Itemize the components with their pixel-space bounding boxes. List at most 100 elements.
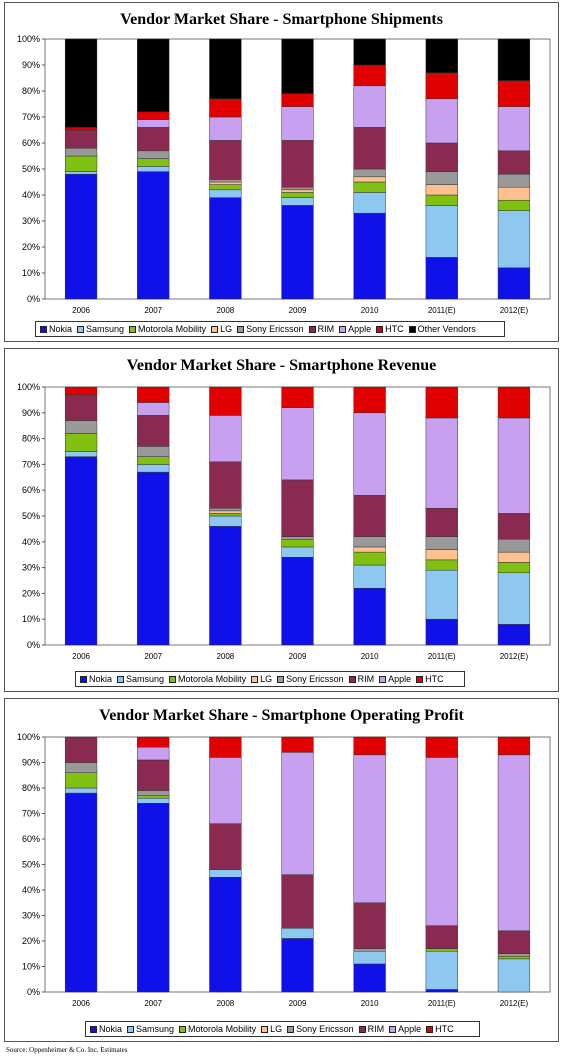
legend-item-htc: HTC — [416, 674, 444, 684]
bar-segment-other-vendors-2012-e — [497, 38, 531, 81]
bar-segment-rim-2007 — [137, 127, 170, 152]
y-tick-label: 90% — [22, 60, 40, 70]
bar-segment-htc-2010 — [353, 736, 386, 756]
bar-segment-motorola-mobility-2012-e — [497, 199, 531, 211]
bar-segment-rim-2010 — [353, 902, 386, 949]
bar-segment-htc-2011-e — [425, 736, 458, 758]
bar-segment-rim-2010 — [353, 495, 386, 537]
bar-segment-apple-2007 — [137, 119, 170, 128]
legend-swatch — [358, 1025, 366, 1033]
y-tick-label: 10% — [22, 962, 40, 972]
legend-swatch — [127, 1025, 135, 1033]
legend-label: RIM — [317, 324, 335, 334]
bar-segment-motorola-mobility-2007 — [137, 158, 170, 167]
x-tick-label: 2007 — [144, 306, 162, 315]
legend-item-motorola-mobility: Motorola Mobility — [169, 674, 246, 684]
bar-segment-sony-ericsson-2007 — [137, 446, 170, 457]
bar-segment-motorola-mobility-2009 — [281, 538, 314, 548]
bar-segment-samsung-2012-e — [497, 572, 531, 625]
legend-item-other-vendors: Other Vendors — [408, 324, 476, 334]
y-tick-label: 30% — [22, 563, 40, 573]
chart-title: Vendor Market Share - Smartphone Shipmen… — [120, 11, 443, 28]
legend-swatch — [287, 1025, 295, 1033]
y-tick-label: 10% — [22, 614, 40, 624]
legend-swatch — [117, 675, 125, 683]
bar-segment-rim-2008 — [209, 140, 242, 180]
y-tick-label: 100% — [17, 34, 40, 44]
legend-swatch — [389, 1025, 397, 1033]
y-tick-label: 80% — [22, 783, 40, 793]
bar-segment-sony-ericsson-2008 — [209, 508, 242, 512]
bar-segment-samsung-2008 — [209, 515, 242, 527]
bar-segment-motorola-mobility-2006 — [64, 433, 98, 452]
bar-segment-apple-2011-e — [425, 757, 458, 926]
bar-segment-samsung-2007 — [137, 464, 170, 473]
legend-label: Nokia — [89, 674, 113, 684]
bar-segment-lg-2009 — [281, 189, 314, 193]
bar-segment-lg-2011-e — [425, 184, 458, 196]
bar-segment-samsung-2012-e — [497, 210, 531, 269]
bar-segment-motorola-mobility-2007 — [137, 456, 170, 465]
legend-label: Samsung — [86, 324, 125, 334]
bar-segment-sony-ericsson-2007 — [137, 150, 170, 159]
bar-segment-samsung-2006 — [64, 451, 98, 457]
x-tick-label: 2010 — [361, 306, 379, 315]
bar-segment-nokia-2011-e — [425, 989, 458, 993]
x-tick-label: 2012(E) — [500, 306, 529, 315]
bar-segment-motorola-mobility-2010 — [353, 551, 386, 566]
legend-label: Samsung — [136, 1024, 175, 1034]
legend-label: Nokia — [99, 1024, 123, 1034]
chart-legend: Nokia Samsung Motorola Mobility LG Sony Eric… — [75, 671, 465, 687]
bar-segment-lg-2010 — [353, 546, 386, 553]
legend-item-rim: RIM — [308, 324, 335, 334]
bar-segment-nokia-2006 — [64, 792, 98, 993]
bar-segment-rim-2012-e — [497, 513, 531, 540]
legend-swatch — [379, 675, 387, 683]
bar-segment-htc-2007 — [137, 111, 170, 120]
bar-segment-nokia-2009 — [281, 557, 314, 646]
y-tick-label: 40% — [22, 885, 40, 895]
legend-item-htc: HTC — [376, 324, 404, 334]
bar-segment-nokia-2012-e — [497, 624, 531, 646]
legend-label: Nokia — [49, 324, 73, 334]
bar-segment-rim-2008 — [209, 461, 242, 509]
bar-segment-sony-ericsson-2006 — [64, 762, 98, 773]
y-tick-label: 10% — [22, 268, 40, 278]
bar-segment-rim-2007 — [137, 759, 170, 791]
bar-segment-apple-2012-e — [497, 106, 531, 152]
y-tick-label: 90% — [22, 408, 40, 418]
bar-segment-lg-2012-e — [497, 186, 531, 201]
y-tick-label: 70% — [22, 809, 40, 819]
bar-segment-other-vendors-2011-e — [425, 38, 458, 74]
legend-item-motorola-mobility: Motorola Mobility — [129, 324, 206, 334]
x-tick-label: 2009 — [289, 652, 307, 661]
legend-label: Other Vendors — [417, 324, 476, 334]
bar-segment-htc-2008 — [209, 386, 242, 416]
x-tick-label: 2010 — [361, 652, 379, 661]
bar-segment-nokia-2007 — [137, 171, 170, 300]
chart-legend: Nokia Samsung Motorola Mobility LG Sony Eric… — [85, 1021, 480, 1037]
y-tick-label: 30% — [22, 216, 40, 226]
legend-swatch — [261, 1025, 269, 1033]
legend-swatch — [80, 675, 87, 683]
bar-segment-motorola-mobility-2011-e — [425, 559, 458, 571]
bar-segment-nokia-2010 — [353, 587, 386, 646]
bar-segment-sony-ericsson-2012-e — [497, 173, 531, 188]
bar-segment-sony-ericsson-2008 — [209, 179, 242, 183]
legend-label: Motorola Mobility — [178, 674, 247, 684]
bar-segment-rim-2010 — [353, 127, 386, 170]
bar-segment-other-vendors-2008 — [209, 38, 242, 100]
bar-segment-sony-ericsson-2010 — [353, 536, 386, 548]
bar-segment-other-vendors-2010 — [353, 38, 386, 66]
bar-segment-lg-2008 — [209, 510, 242, 514]
x-tick-label: 2012(E) — [500, 999, 529, 1008]
legend-label: HTC — [435, 1024, 454, 1034]
y-tick-label: 50% — [22, 860, 40, 870]
bar-segment-htc-2012-e — [497, 80, 531, 107]
bar-segment-samsung-2009 — [281, 928, 314, 939]
legend-label: Apple — [398, 1024, 422, 1034]
y-tick-label: 60% — [22, 485, 40, 495]
operating-profit-chart-panel: Vendor Market Share - Smartphone Operati… — [4, 698, 559, 1042]
y-tick-label: 100% — [17, 382, 40, 392]
legend-item-apple: Apple — [339, 324, 371, 334]
